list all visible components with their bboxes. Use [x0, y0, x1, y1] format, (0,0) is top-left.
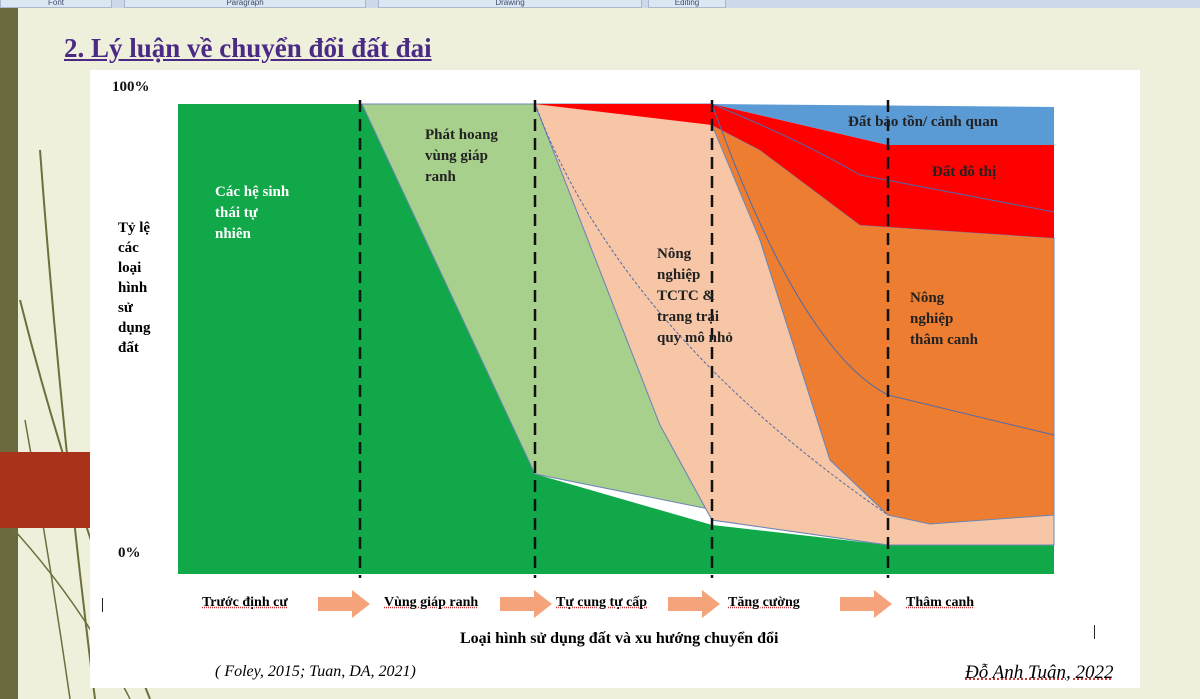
area-urban: [535, 104, 1054, 238]
ribbon-group-editing[interactable]: Editing: [648, 0, 726, 8]
trend-line-2: [711, 103, 1055, 436]
text-cursor-left: [102, 598, 103, 612]
ribbon-group-paragraph[interactable]: Paragraph: [124, 0, 366, 8]
decorative-red-block: [0, 452, 90, 528]
y-axis-word: sử: [118, 300, 133, 316]
stage-arrow-icon: [840, 590, 892, 618]
y-top-label: 100%: [112, 79, 150, 95]
stage-intensifying: Tăng cường: [728, 595, 800, 610]
y-axis-word: các: [118, 240, 139, 256]
area-protected: [712, 104, 1054, 145]
slide-title[interactable]: 2. Lý luận về chuyển đổi đất đai: [64, 33, 432, 63]
author-credit: Đỗ Anh Tuân, 2022: [965, 662, 1114, 683]
y-axis-label: Tỷ lệ các loại hình sử dụng đất: [118, 218, 168, 358]
y-axis-word: đất: [118, 340, 139, 356]
area-natural: [178, 104, 1054, 574]
text-cursor-right: [1094, 625, 1095, 639]
ribbon-group-drawing[interactable]: Drawing: [378, 0, 642, 8]
y-axis-word: loại: [118, 260, 142, 276]
label-protected: Đất bảo tồn/ cảnh quan: [848, 114, 999, 130]
y-bottom-label: 0%: [118, 545, 141, 561]
x-axis-label: Loại hình sử dụng đất và xu hướng chuyển…: [460, 630, 779, 647]
label-intensive: Nông nghiệp thâm canh: [910, 290, 978, 348]
stage-subsistence: Tự cung tự cấp: [556, 595, 648, 610]
stage-frontier: Vùng giáp ranh: [384, 595, 479, 610]
trend-line-1: [534, 103, 889, 516]
label-urban: Đất đô thị: [932, 164, 997, 180]
trend-line-3: [711, 103, 1055, 213]
stage-intensive: Thâm canh: [906, 595, 975, 610]
stage-arrow-icon: [668, 590, 720, 618]
label-smallholder: Nông nghiệp TCTC & trang trại quy mô nhỏ: [657, 246, 733, 346]
citation: ( Foley, 2015; Tuan, DA, 2021): [215, 663, 416, 680]
stage-arrow-icon: [318, 590, 370, 618]
stage-pre-settlement: Trước định cư: [202, 595, 288, 610]
y-axis-word: Tỷ lệ: [118, 220, 151, 236]
stage-arrow-icon: [500, 590, 552, 618]
ribbon-group-font[interactable]: Font: [0, 0, 112, 8]
label-frontier: Phát hoang vùng giáp ranh: [425, 127, 498, 185]
y-axis-word: dụng: [118, 320, 151, 336]
label-natural: Các hệ sinh thái tự nhiên: [215, 184, 290, 242]
y-axis-word: hình: [118, 280, 148, 296]
